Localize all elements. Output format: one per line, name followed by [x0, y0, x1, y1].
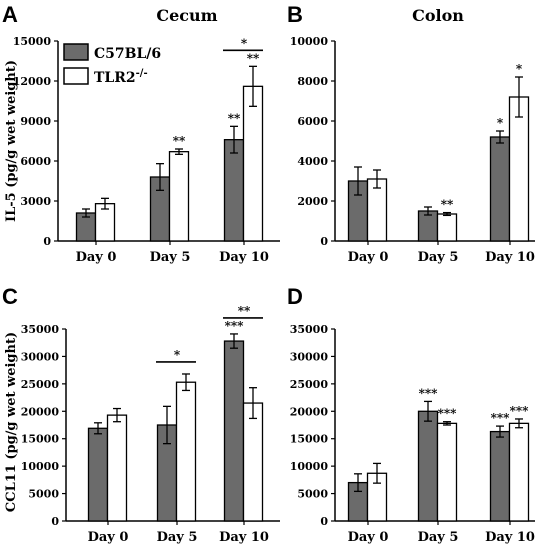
plot-area: 0 5000 10000 15000 20000 25000 30000 35000 Day 0…	[290, 323, 535, 545]
bar	[87, 427, 109, 522]
y-tick-label: 15000	[290, 433, 329, 446]
bar	[242, 402, 264, 522]
y-tick-label: 6000	[297, 115, 328, 128]
bar	[489, 136, 511, 242]
y-tick-label: 4000	[297, 155, 328, 168]
bar	[175, 381, 197, 522]
legend-swatch-tlr2	[63, 67, 89, 85]
legend-label-tlr2-text: TLR2	[94, 70, 136, 86]
panel-letter: A	[2, 2, 18, 27]
x-tick-label: Day 5	[418, 250, 459, 265]
y-tick-label: 15000	[21, 433, 60, 446]
bracket-label: *	[241, 36, 248, 50]
x-tick-label: Day 0	[88, 530, 129, 545]
y-tick-label: 8000	[297, 75, 328, 88]
y-tick-label: 10000	[290, 460, 329, 473]
panel-letter: B	[287, 2, 303, 27]
x-tick-label: Day 10	[485, 250, 535, 265]
bar	[508, 96, 530, 242]
y-tick-label: 2000	[297, 195, 328, 208]
significance-label: ***	[438, 407, 458, 421]
y-tick-label: 20000	[21, 405, 60, 418]
bar	[242, 85, 264, 242]
y-tick-label: 5000	[28, 488, 59, 501]
panel-title: Cecum	[156, 6, 217, 25]
significance-label: **	[228, 111, 241, 125]
significance-label: ***	[419, 386, 439, 400]
significance-label: **	[441, 198, 454, 212]
bar	[489, 430, 511, 522]
bar	[417, 410, 439, 522]
legend-label-tlr2: TLR2-/-	[94, 68, 148, 86]
panel-letter: D	[287, 284, 303, 309]
y-tick-label: 15000	[13, 35, 52, 48]
x-tick-label: Day 0	[348, 250, 389, 265]
bar	[223, 139, 245, 242]
bracket-label: *	[174, 348, 181, 362]
bar	[508, 422, 530, 522]
plot-area: 0 5000 10000 15000 20000 25000 30000 35000 Day 0…	[21, 304, 280, 545]
y-tick-label: 25000	[21, 378, 60, 391]
x-tick-label: Day 10	[219, 250, 269, 265]
y-tick-label: 0	[51, 515, 59, 528]
y-tick-label: 20000	[290, 405, 329, 418]
y-tick-label: 9000	[20, 115, 51, 128]
legend-label-tlr2-sup: -/-	[136, 68, 148, 79]
legend-label-c57bl6: C57BL/6	[94, 46, 161, 62]
y-tick-label: 5000	[297, 488, 328, 501]
legend-swatch-c57bl6	[63, 43, 89, 61]
y-tick-label: 10000	[290, 35, 329, 48]
bar	[436, 213, 458, 242]
y-tick-label: 35000	[21, 323, 60, 336]
significance-label: **	[173, 134, 186, 148]
significance-label: ***	[225, 319, 245, 333]
panel-title: Colon	[412, 6, 464, 25]
y-tick-label: 12000	[13, 75, 52, 88]
bracket-label: **	[238, 304, 251, 318]
significance-label: *	[516, 62, 523, 76]
significance-label: **	[247, 51, 260, 65]
y-tick-label: 6000	[20, 155, 51, 168]
panel-d: D 0 5000 10000 15000 20000 25000 30000 35000 Day…	[287, 284, 535, 545]
x-tick-label: Day 0	[76, 250, 117, 265]
y-axis-label: CCL11 (pg/g wet weight)	[4, 332, 19, 512]
y-axis-label: IL-5 (pg/g wet weight)	[4, 60, 19, 222]
x-tick-label: Day 10	[485, 530, 535, 545]
legend: C57BL/6 TLR2-/-	[63, 43, 161, 86]
plot-area: 0 3000 6000 9000 12000 15000 Day 0 Day 5 Day 10 *…	[13, 35, 280, 265]
significance-label: ***	[491, 411, 511, 425]
y-tick-label: 10000	[21, 460, 60, 473]
y-tick-label: 0	[320, 235, 328, 248]
panel-c: C CCL11 (pg/g wet weight) 0 5000 10000 1500…	[2, 284, 280, 545]
x-tick-label: Day 5	[418, 530, 459, 545]
bar	[223, 340, 245, 522]
y-tick-label: 0	[43, 235, 51, 248]
y-tick-label: 0	[320, 515, 328, 528]
panel-b: B Colon 0 2000 4000 6000 8000 10000 Day 0 Day 5…	[287, 2, 535, 265]
x-tick-label: Day 10	[219, 530, 269, 545]
y-tick-label: 3000	[20, 195, 51, 208]
y-tick-label: 35000	[290, 323, 329, 336]
y-tick-label: 30000	[21, 350, 60, 363]
bar	[436, 422, 458, 522]
y-tick-label: 30000	[290, 350, 329, 363]
x-tick-label: Day 0	[348, 530, 389, 545]
bar	[106, 414, 128, 522]
significance-label: *	[497, 116, 504, 130]
x-tick-label: Day 5	[150, 250, 191, 265]
y-tick-label: 25000	[290, 378, 329, 391]
panel-a: A Cecum IL-5 (pg/g wet weight) 0 3000 6000…	[2, 2, 280, 265]
significance-label: ***	[510, 404, 530, 418]
x-tick-label: Day 5	[157, 530, 198, 545]
bar	[168, 151, 190, 242]
panel-letter: C	[2, 284, 18, 309]
